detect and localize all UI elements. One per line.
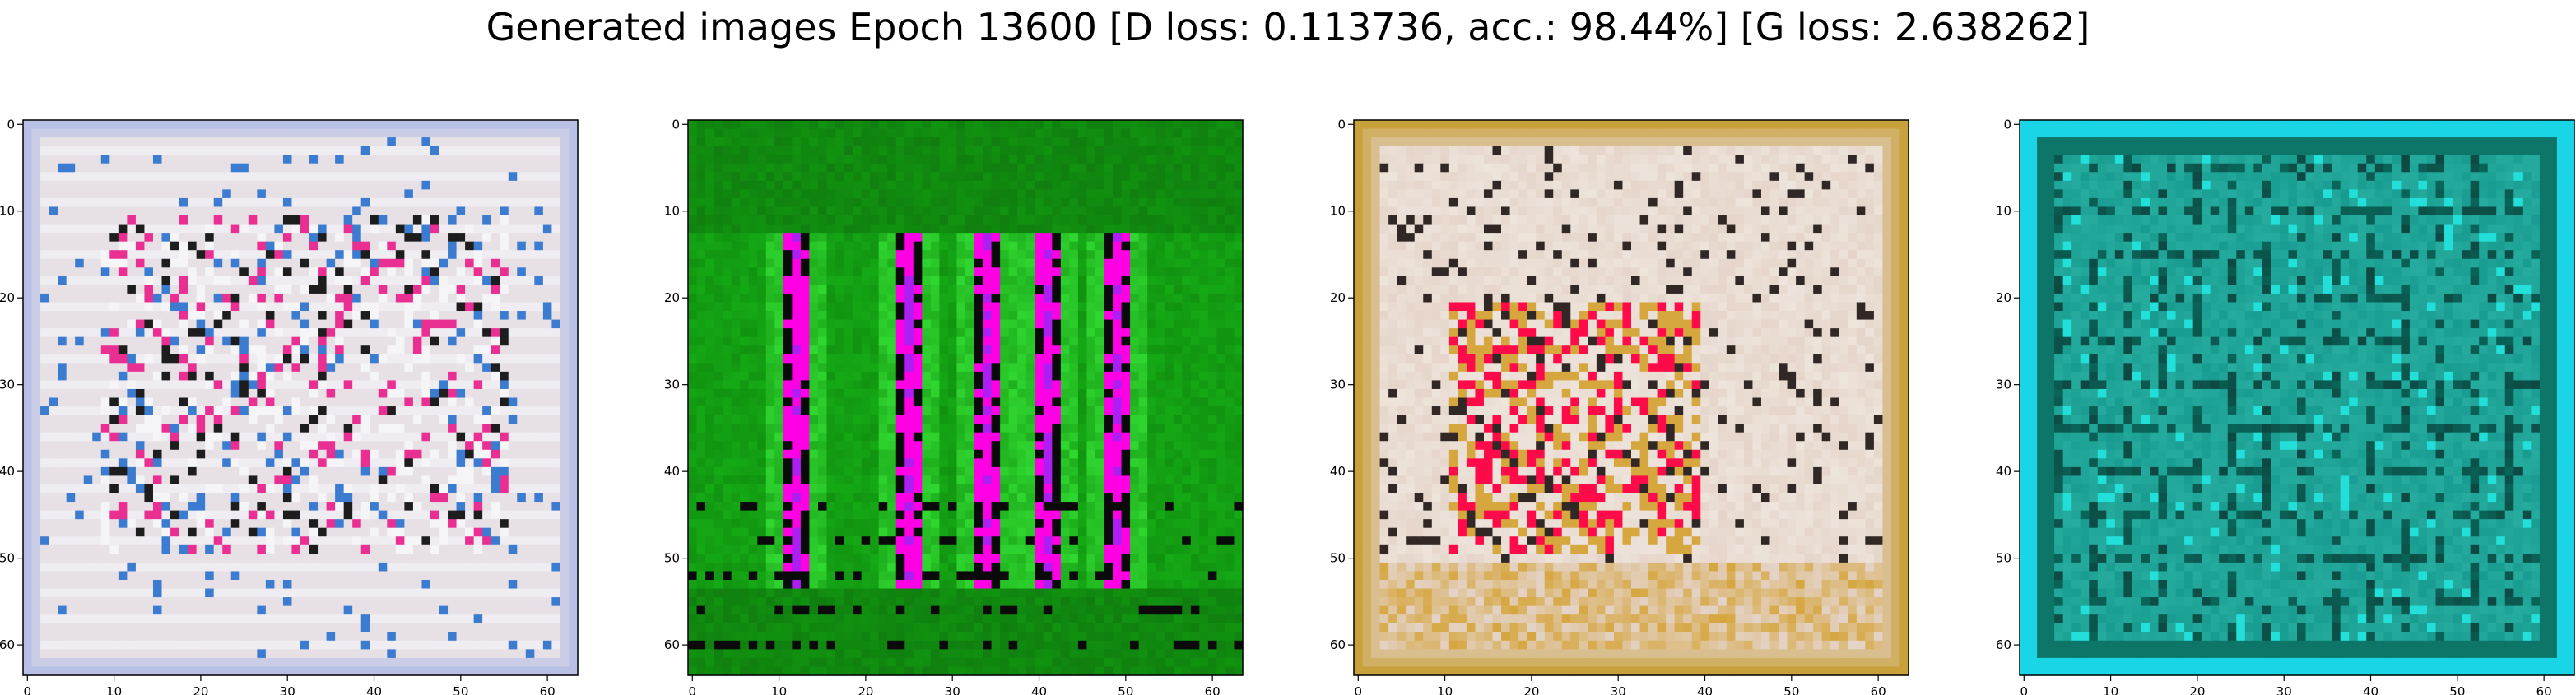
x-tick-label: 0 — [23, 684, 31, 695]
y-tick-label: 0 — [7, 117, 15, 132]
x-tick-label: 30 — [280, 684, 295, 695]
x-tick-label: 10 — [106, 684, 122, 695]
x-tick-label: 40 — [366, 684, 382, 695]
y-tick-label: 30 — [0, 378, 15, 392]
y-tick-label: 50 — [0, 551, 15, 566]
y-tick-label: 60 — [0, 637, 15, 652]
image-1 — [23, 120, 579, 676]
y-tick-label: 10 — [0, 204, 15, 219]
x-tick-label: 20 — [193, 684, 208, 695]
x-tick-label: 60 — [540, 684, 556, 695]
y-tick-label: 20 — [0, 290, 15, 305]
x-tick-label: 50 — [453, 684, 468, 695]
y-tick-label: 40 — [0, 464, 15, 479]
